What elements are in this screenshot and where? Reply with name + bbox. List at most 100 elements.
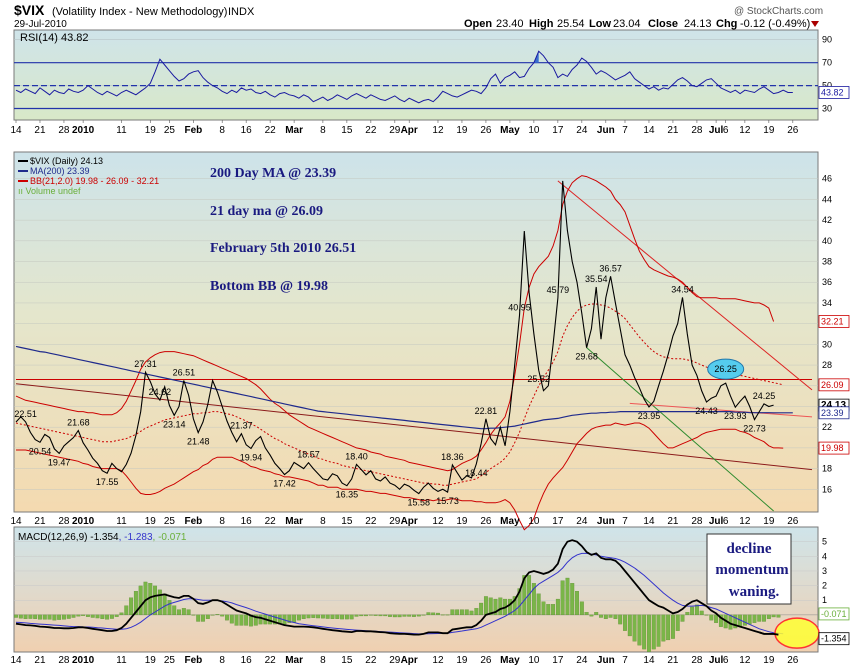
x-tick-label: 22 [265, 125, 277, 136]
macd-histogram-bar [623, 614, 627, 631]
price-right-label: 32.21 [821, 316, 844, 326]
macd-histogram-bar [589, 614, 594, 617]
x-tick-label: 22 [365, 516, 377, 527]
macd-histogram-bar [42, 614, 47, 620]
macd-histogram-bar [133, 591, 138, 616]
x-tick-label: 19 [145, 125, 157, 136]
macd-right-label: -1.354 [821, 634, 847, 644]
macd-histogram-bar [546, 604, 551, 616]
x-tick-label: 7 [622, 516, 628, 527]
macd-histogram-bar [90, 614, 95, 618]
x-tick-label: 29 [389, 125, 401, 136]
macd-histogram-bar [555, 598, 560, 616]
macd-histogram-bar [23, 614, 28, 619]
x-tick-label: Feb [185, 516, 203, 527]
price-point-label: 24.25 [753, 391, 776, 401]
price-point-label: 26.51 [173, 367, 196, 377]
macd-histogram-bar [412, 614, 416, 617]
x-tick-label: 21 [667, 125, 679, 136]
macd-histogram-bar [177, 609, 181, 616]
price-point-label: 18.36 [441, 452, 464, 462]
x-tick-label: Jun [597, 655, 615, 666]
x-tick-label: 8 [219, 655, 225, 666]
macd-histogram-bar [191, 614, 196, 616]
macd-histogram-bar [162, 593, 167, 616]
macd-line [15, 539, 779, 636]
macd-histogram-bar [522, 575, 527, 616]
x-tick-label: Jul [709, 655, 724, 666]
price-point-label: 23.95 [638, 411, 661, 421]
highlight-ellipse [707, 358, 745, 380]
watermark: @ StockCharts.com [734, 6, 823, 17]
macd-note-box [706, 533, 792, 605]
x-tick-label: 6 [723, 516, 729, 527]
x-tick-label: 2010 [72, 516, 95, 527]
macd-histogram-bar [47, 614, 52, 620]
macd-histogram-bar [210, 614, 215, 616]
price-point-label: 27.31 [134, 359, 157, 369]
macd-histogram-bar [292, 614, 297, 623]
trendline [629, 402, 813, 418]
macd-tick-label: 3 [822, 566, 827, 576]
macd-histogram-bar [244, 614, 249, 626]
macd-histogram-bar [383, 614, 388, 617]
x-tick-label: Jul [709, 125, 724, 136]
price-point-label: 21.68 [67, 417, 90, 427]
macd-histogram-bar [714, 614, 719, 623]
x-tick-label: 16 [241, 125, 253, 136]
price-point-label: 21.37 [230, 421, 253, 431]
macd-histogram-bar [613, 614, 618, 619]
annotation-bottom-bb: Bottom BB @ 19.98 [210, 279, 328, 294]
x-tick-label: 28 [691, 655, 703, 666]
price-layer: 4644424038363432302826242220181622.5120.… [14, 156, 850, 531]
macd-histogram-bar [157, 589, 162, 616]
macd-histogram-bar [776, 614, 781, 618]
header-exchange: INDX [228, 6, 255, 18]
chg-value: -0.12 (-0.49%) [740, 18, 810, 30]
price-point-label: 24.62 [149, 387, 172, 397]
x-tick-label: Jul [709, 516, 724, 527]
macd-histogram-bar [287, 614, 292, 623]
macd-histogram-bar [565, 577, 570, 616]
price-point-label: 22.73 [743, 424, 766, 434]
macd-histogram-bar [680, 614, 685, 622]
x-tick-label: 2010 [72, 655, 95, 666]
macd-histogram-bar [704, 614, 709, 616]
rsi-title: RSI(14) 43.82 [20, 32, 88, 44]
macd-histogram-bar [594, 612, 599, 616]
macd-right-label-box [818, 607, 850, 621]
x-tick-label: 19 [456, 655, 468, 666]
price-point-label: 19.94 [240, 453, 263, 463]
macd-histogram-bar [215, 614, 220, 616]
macd-histogram-bar [709, 614, 714, 621]
bb-middle-band [15, 303, 784, 486]
price-point-label: 23.14 [163, 419, 186, 429]
price-tick-label: 42 [822, 215, 832, 225]
macd-histogram-bar [402, 614, 407, 617]
x-tick-label: 8 [320, 655, 326, 666]
price-tick-label: 18 [822, 464, 832, 474]
x-tick-label: 19 [763, 516, 775, 527]
x-tick-label: Apr [401, 655, 418, 666]
x-tick-label: 28 [691, 516, 703, 527]
macd-histogram-bar [584, 612, 589, 616]
price-point-label: 17.55 [96, 477, 119, 487]
trendline [586, 347, 774, 512]
x-tick-label: 26 [787, 516, 799, 527]
high-label: High [529, 18, 554, 30]
price-point-label: 25.52 [527, 374, 550, 384]
x-tick-label: 24 [576, 655, 588, 666]
price-point-label: 45.79 [547, 285, 570, 295]
macd-histogram-bar [81, 614, 86, 616]
macd-histogram-bar [105, 614, 110, 620]
macd-histogram-bar [201, 614, 205, 622]
macd-histogram-bar [138, 585, 143, 616]
macd-histogram-bar [531, 583, 536, 616]
x-tick-label: 6 [723, 655, 729, 666]
macd-histogram-bar [599, 614, 603, 618]
rsi-overbought-fill [519, 51, 539, 63]
rsi-tick-label: 30 [822, 104, 832, 114]
macd-histogram-bar [762, 614, 766, 622]
x-tick-label: 19 [145, 655, 157, 666]
macd-histogram-bar [670, 614, 675, 639]
